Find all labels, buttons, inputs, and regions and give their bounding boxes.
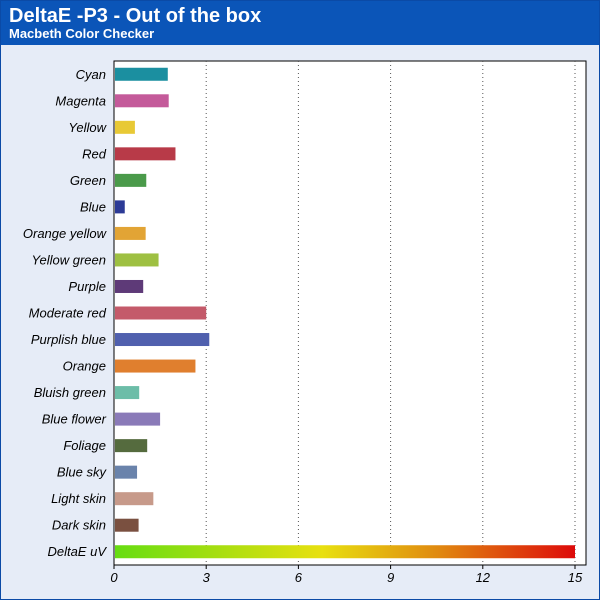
- chart-title: DeltaE -P3 - Out of the box: [9, 5, 262, 27]
- category-label: DeltaE uV: [47, 544, 107, 559]
- x-ticks: 0 3 6 9 12 15: [110, 565, 583, 585]
- bars-group: [115, 67, 575, 559]
- category-label: Green: [70, 173, 106, 188]
- category-label: Foliage: [63, 438, 106, 453]
- bar-purple: [115, 279, 144, 293]
- x-tick-label: 12: [476, 570, 491, 585]
- bar-blue-sky: [115, 465, 138, 479]
- category-label: Bluish green: [34, 385, 106, 400]
- bar-magenta: [115, 94, 169, 108]
- x-tick-label: 3: [203, 570, 211, 585]
- bar-light-skin: [115, 492, 154, 506]
- category-label: Blue sky: [57, 465, 108, 480]
- bar-blue: [115, 200, 125, 214]
- category-label: Yellow: [68, 120, 107, 135]
- category-label: Blue: [80, 199, 106, 214]
- bar-foliage: [115, 439, 148, 453]
- bar-cyan: [115, 67, 168, 81]
- category-label: Purple: [68, 279, 106, 294]
- category-label: Yellow green: [32, 252, 106, 267]
- category-label: Cyan: [76, 67, 106, 82]
- bar-bluish-green: [115, 386, 140, 400]
- bar-orange: [115, 359, 196, 373]
- bar-blue-flower: [115, 412, 161, 426]
- bar-orange-yellow: [115, 226, 146, 240]
- category-label: Magenta: [55, 93, 106, 108]
- category-label: Blue flower: [42, 412, 107, 427]
- bar-purplish-blue: [115, 333, 210, 347]
- bar-dark-skin: [115, 518, 139, 532]
- chart-header: DeltaE -P3 - Out of the box Macbeth Colo…: [1, 1, 599, 45]
- category-label: Orange: [63, 359, 106, 374]
- bar-yellow: [115, 120, 135, 134]
- bar-green: [115, 173, 147, 187]
- x-tick-label: 6: [295, 570, 303, 585]
- category-label: Light skin: [51, 491, 106, 506]
- x-tick-label: 15: [568, 570, 583, 585]
- category-label: Moderate red: [29, 306, 107, 321]
- x-tick-label: 0: [110, 570, 118, 585]
- bar-moderate-red: [115, 306, 207, 320]
- category-label: Red: [82, 146, 107, 161]
- category-label: Dark skin: [52, 518, 106, 533]
- bar-yellow-green: [115, 253, 159, 267]
- category-labels: Cyan Magenta Yellow Red Green Blue Orange yell…: [23, 67, 108, 559]
- chart-subtitle: Macbeth Color Checker: [9, 26, 155, 41]
- bar-deltae-uv: [115, 545, 575, 559]
- category-label: Purplish blue: [31, 332, 106, 347]
- category-label: Orange yellow: [23, 226, 108, 241]
- bar-red: [115, 147, 176, 161]
- x-tick-label: 9: [387, 570, 394, 585]
